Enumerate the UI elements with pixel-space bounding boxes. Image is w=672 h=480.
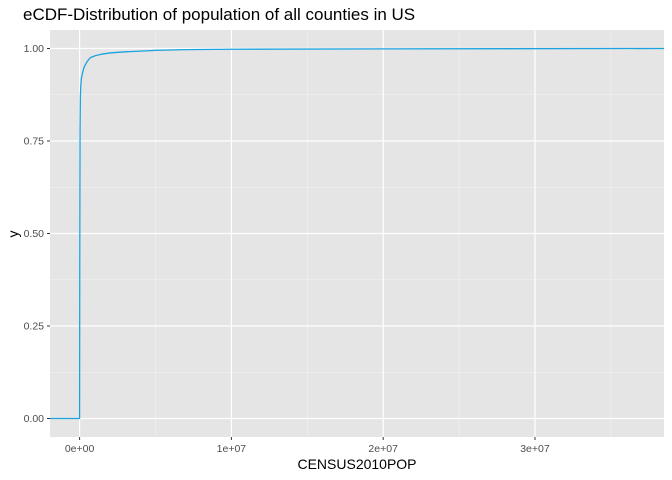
x-tick-label: 0e+00: [65, 443, 95, 455]
x-tick-label: 2e+07: [368, 443, 398, 455]
x-tick-label: 1e+07: [217, 443, 247, 455]
ecdf-series-line: [50, 47, 665, 420]
y-tick-label: 1.00: [24, 43, 45, 55]
y-tick-label: 0.00: [24, 413, 45, 425]
chart-title: eCDF-Distribution of population of all c…: [23, 5, 415, 24]
series-layer: [50, 47, 665, 420]
y-axis: 0.00 0.25 0.50 0.75 1.00: [24, 43, 50, 425]
x-tick-label: 3e+07: [520, 443, 550, 455]
x-axis: 0e+00 1e+07 2e+07 3e+07: [65, 437, 550, 455]
x-axis-title: CENSUS2010POP: [297, 456, 416, 472]
y-tick-label: 0.75: [24, 136, 45, 148]
major-gridlines: [50, 30, 664, 437]
y-tick-label: 0.25: [24, 321, 45, 333]
y-tick-label: 0.50: [24, 228, 45, 240]
y-axis-title: y: [5, 231, 21, 238]
